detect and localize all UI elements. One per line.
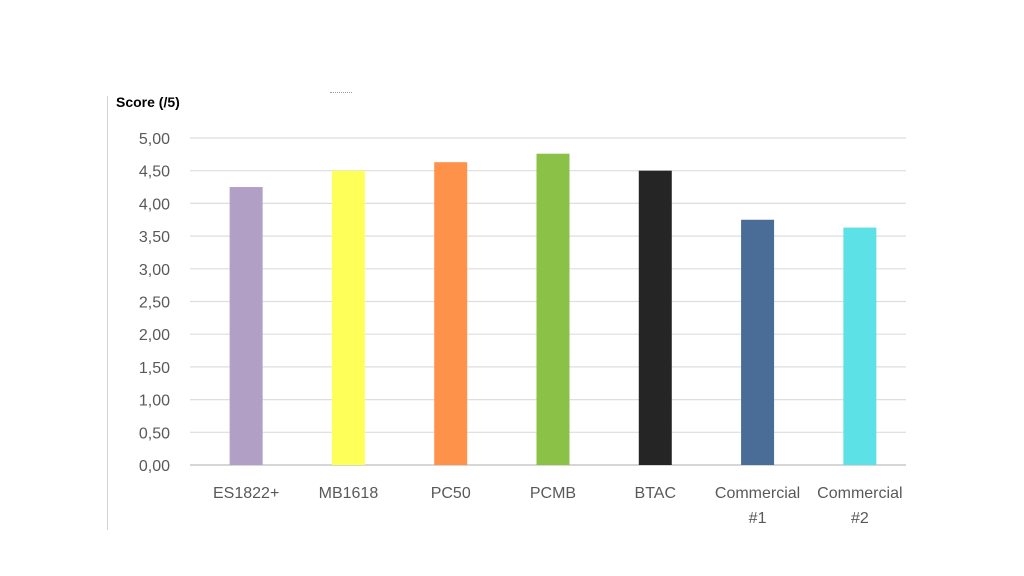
y-tick-label: 1,50 xyxy=(139,360,170,377)
y-tick-label: 2,00 xyxy=(139,327,170,344)
bar xyxy=(638,170,672,465)
x-tick-label: Commercial xyxy=(817,485,902,502)
y-tick-label: 2,50 xyxy=(139,295,170,312)
y-axis-title: Score (/5) xyxy=(116,94,180,110)
x-tick-label: BTAC xyxy=(635,485,676,502)
bar xyxy=(843,227,877,465)
left-border-line xyxy=(107,96,108,530)
x-tick-label: Commercial xyxy=(715,485,800,502)
y-tick-label: 5,00 xyxy=(139,131,170,148)
x-tick-label: ES1822+ xyxy=(213,485,279,502)
y-tick-label: 0,00 xyxy=(139,458,170,475)
y-tick-label: 4,50 xyxy=(139,164,170,181)
x-tick-label: #2 xyxy=(851,510,869,527)
y-tick-label: 1,00 xyxy=(139,393,170,410)
top-dotted-mark xyxy=(330,92,352,95)
x-axis-ticks: ES1822+ MB1618 PC50 PCMB BTAC Commercial #1 Com… xyxy=(213,485,903,527)
y-axis-ticks: 0,00 0,50 1,00 1,50 2,00 2,50 3,00 3,50 4,00 4,50… xyxy=(139,131,170,475)
y-tick-label: 0,50 xyxy=(139,425,170,442)
y-tick-label: 3,00 xyxy=(139,262,170,279)
bar xyxy=(741,219,775,465)
y-tick-label: 3,50 xyxy=(139,229,170,246)
bars xyxy=(229,153,877,466)
x-tick-label: PC50 xyxy=(431,485,471,502)
y-tick-label: 4,00 xyxy=(139,196,170,213)
bar xyxy=(331,170,365,465)
x-tick-label: #1 xyxy=(749,510,767,527)
x-tick-label: PCMB xyxy=(530,485,576,502)
bar xyxy=(434,162,468,465)
bar xyxy=(229,187,263,466)
x-tick-label: MB1618 xyxy=(319,485,379,502)
bar xyxy=(536,153,570,466)
